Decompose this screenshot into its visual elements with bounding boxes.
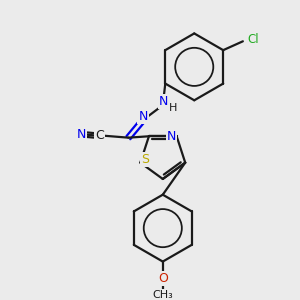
Text: O: O (158, 272, 168, 285)
Text: N: N (76, 128, 86, 141)
Text: C: C (95, 129, 104, 142)
Text: N: N (159, 95, 169, 108)
Text: S: S (141, 153, 149, 166)
Text: H: H (168, 103, 177, 113)
Text: Cl: Cl (248, 33, 260, 46)
Text: CH₃: CH₃ (152, 290, 173, 300)
Text: N: N (138, 110, 148, 122)
Text: N: N (167, 130, 176, 143)
